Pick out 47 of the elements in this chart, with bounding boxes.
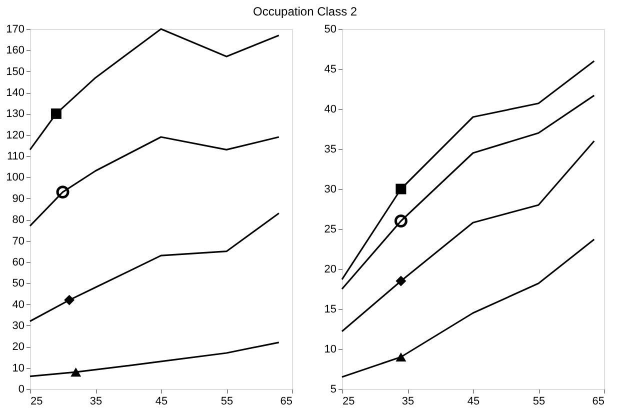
x-tick-label: 45 bbox=[467, 396, 480, 408]
y-tick-label: 140 bbox=[6, 87, 24, 100]
y-tick-label: 40 bbox=[324, 104, 336, 116]
x-tick-label: 65 bbox=[280, 396, 292, 408]
line-series bbox=[341, 238, 595, 378]
x-tick-label: 55 bbox=[532, 396, 546, 408]
y-tick-label: 20 bbox=[12, 341, 24, 354]
y-tick-label: 70 bbox=[12, 235, 24, 248]
line-series bbox=[29, 212, 280, 322]
x-tick-label: 55 bbox=[220, 396, 234, 408]
x-tick-label: 25 bbox=[30, 396, 43, 408]
x-tick-label: 35 bbox=[90, 396, 102, 408]
y-tick-label: 30 bbox=[324, 184, 336, 196]
line-series bbox=[29, 342, 280, 378]
line-series bbox=[341, 94, 595, 290]
line-series bbox=[341, 140, 595, 332]
y-tick-label: 110 bbox=[6, 150, 24, 163]
line-series bbox=[29, 28, 280, 151]
y-tick-label: 10 bbox=[324, 344, 336, 356]
x-tick-label: 45 bbox=[155, 396, 168, 408]
y-tick-label: 5 bbox=[330, 384, 336, 396]
y-tick-label: 10 bbox=[12, 362, 24, 374]
y-tick-label: 130 bbox=[6, 108, 24, 120]
y-tick-label: 25 bbox=[324, 224, 336, 236]
y-tick-label: 20 bbox=[324, 264, 336, 276]
y-tick-label: 0 bbox=[18, 384, 24, 396]
y-tick-label: 120 bbox=[6, 129, 24, 142]
y-tick-label: 100 bbox=[6, 172, 24, 184]
line-series bbox=[341, 60, 595, 280]
chart-title: Occupation Class 2 bbox=[253, 4, 358, 18]
y-tick-label: 35 bbox=[324, 144, 336, 156]
y-tick-label: 60 bbox=[12, 256, 24, 268]
y-tick-label: 40 bbox=[12, 298, 24, 311]
y-tick-label: 150 bbox=[6, 66, 24, 78]
y-tick-label: 160 bbox=[6, 44, 24, 57]
line-series bbox=[29, 136, 280, 227]
y-tick-label: 50 bbox=[12, 278, 24, 290]
x-tick-label: 65 bbox=[592, 396, 604, 408]
x-tick-label: 35 bbox=[402, 396, 414, 408]
y-tick-label: 30 bbox=[12, 320, 24, 332]
y-tick-label: 90 bbox=[12, 192, 24, 205]
y-tick-label: 80 bbox=[12, 214, 24, 226]
y-tick-label: 45 bbox=[324, 64, 336, 76]
x-tick-label: 25 bbox=[342, 396, 355, 408]
y-tick-label: 170 bbox=[6, 24, 24, 36]
y-tick-label: 15 bbox=[324, 304, 336, 316]
y-tick-label: 50 bbox=[324, 24, 336, 36]
